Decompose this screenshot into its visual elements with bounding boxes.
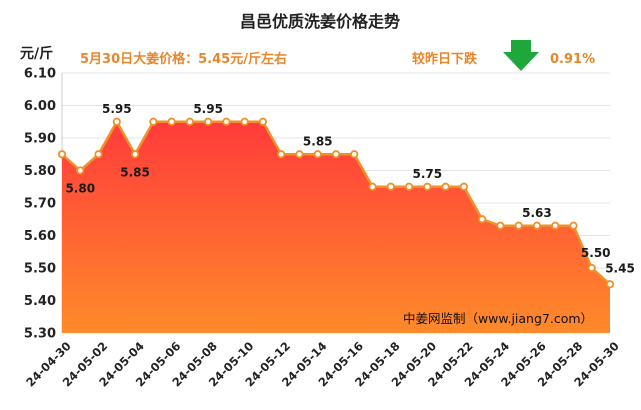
y-axis-unit: 元/斤 <box>20 45 53 62</box>
y-tick-label: 5.60 <box>24 229 56 244</box>
y-tick-label: 5.80 <box>24 164 56 179</box>
data-point <box>350 150 359 159</box>
price-note: 5月30日大姜价格：5.45元/斤左右 <box>80 51 287 67</box>
data-label: 5.95 <box>193 102 223 116</box>
data-point <box>204 117 213 126</box>
y-tick-label: 6.10 <box>24 67 56 82</box>
data-point <box>167 117 176 126</box>
data-point <box>313 150 322 159</box>
y-tick-label: 5.50 <box>24 262 56 277</box>
data-point <box>514 221 523 230</box>
data-point <box>532 221 542 230</box>
data-label: 5.45 <box>605 261 635 275</box>
change-label: 较昨日下跌 <box>412 51 478 67</box>
data-point <box>459 182 468 191</box>
data-point <box>551 221 560 230</box>
data-point <box>587 263 596 273</box>
data-point <box>185 117 194 126</box>
data-point <box>386 182 395 191</box>
data-point <box>331 150 341 159</box>
data-point <box>240 117 249 126</box>
y-axis: 5.30 5.40 5.50 5.60 5.70 5.80 5.90 6.00 6.10 <box>24 67 56 342</box>
data-point <box>404 182 414 191</box>
data-point <box>130 150 140 159</box>
data-point <box>295 150 304 159</box>
data-point <box>441 182 450 191</box>
data-point <box>149 117 158 126</box>
y-tick-label: 6.00 <box>24 99 56 114</box>
y-tick-label: 5.90 <box>24 132 56 147</box>
data-point <box>94 150 103 159</box>
data-label: 5.95 <box>102 102 132 116</box>
down-arrow-icon <box>503 40 539 71</box>
data-point <box>76 166 85 175</box>
data-point <box>112 117 121 126</box>
markers <box>57 117 615 289</box>
area-fill <box>62 121 610 333</box>
data-label: 5.85 <box>120 165 150 179</box>
data-point <box>496 221 505 230</box>
change-value: 0.91% <box>550 52 595 67</box>
y-tick-label: 5.30 <box>24 327 56 342</box>
data-point <box>258 117 268 126</box>
data-point <box>478 215 487 224</box>
data-label: 5.85 <box>303 134 333 148</box>
data-labels: 5.80 5.95 5.85 5.95 5.85 5.75 5.63 5.505.45 <box>65 102 634 276</box>
data-label: 5.50 <box>581 246 611 260</box>
data-point <box>605 280 615 289</box>
data-label: 5.63 <box>522 206 552 220</box>
data-point <box>277 150 286 159</box>
data-label: 5.75 <box>413 167 443 181</box>
chart-title: 昌邑优质洗姜价格走势 <box>240 12 400 31</box>
y-tick-label: 5.70 <box>24 197 56 212</box>
data-point <box>222 117 231 126</box>
data-point <box>569 221 578 230</box>
area-fill-path <box>62 121 610 333</box>
data-point <box>368 182 377 191</box>
y-tick-label: 5.40 <box>24 294 56 309</box>
data-label: 5.80 <box>65 182 95 196</box>
x-axis: 24-04-3024-05-0224-05-0424-05-0624-05-08… <box>23 339 622 390</box>
data-point <box>423 182 432 191</box>
source-label: 中姜网监制（www.jiang7.com） <box>403 311 593 326</box>
data-point <box>57 150 67 159</box>
